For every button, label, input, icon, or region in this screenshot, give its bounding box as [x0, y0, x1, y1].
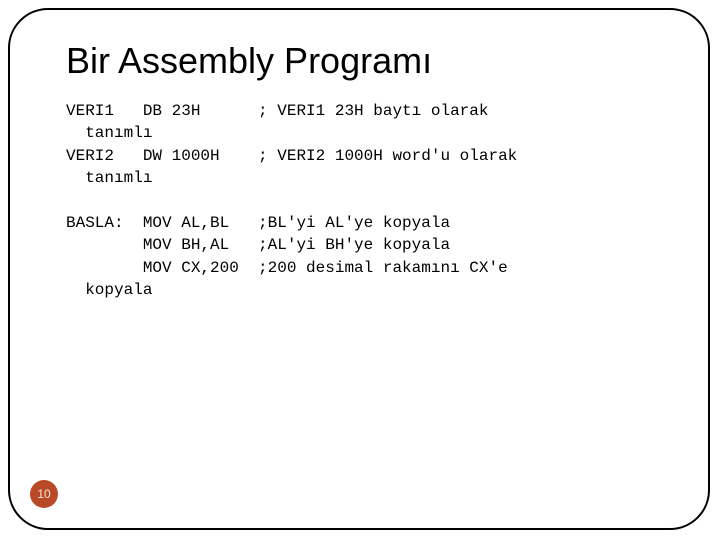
code-block: VERI1 DB 23H ; VERI1 23H baytı olarak ta… — [66, 100, 652, 302]
page-number-badge: 10 — [30, 480, 58, 508]
code-line: VERI1 DB 23H ; VERI1 23H baytı olarak — [66, 102, 488, 120]
code-line: tanımlı — [66, 124, 152, 142]
code-line: BASLA: MOV AL,BL ;BL'yi AL'ye kopyala — [66, 214, 450, 232]
code-line: VERI2 DW 1000H ; VERI2 1000H word'u olar… — [66, 147, 517, 165]
code-line: kopyala — [66, 281, 152, 299]
code-line: MOV BH,AL ;AL'yi BH'ye kopyala — [66, 236, 450, 254]
slide-content: Bir Assembly Programı VERI1 DB 23H ; VER… — [10, 10, 708, 322]
page-title: Bir Assembly Programı — [66, 40, 652, 82]
page-number-text: 10 — [37, 487, 50, 501]
code-line: MOV CX,200 ;200 desimal rakamını CX'e — [66, 259, 508, 277]
code-line: tanımlı — [66, 169, 152, 187]
slide-frame: Bir Assembly Programı VERI1 DB 23H ; VER… — [8, 8, 710, 530]
